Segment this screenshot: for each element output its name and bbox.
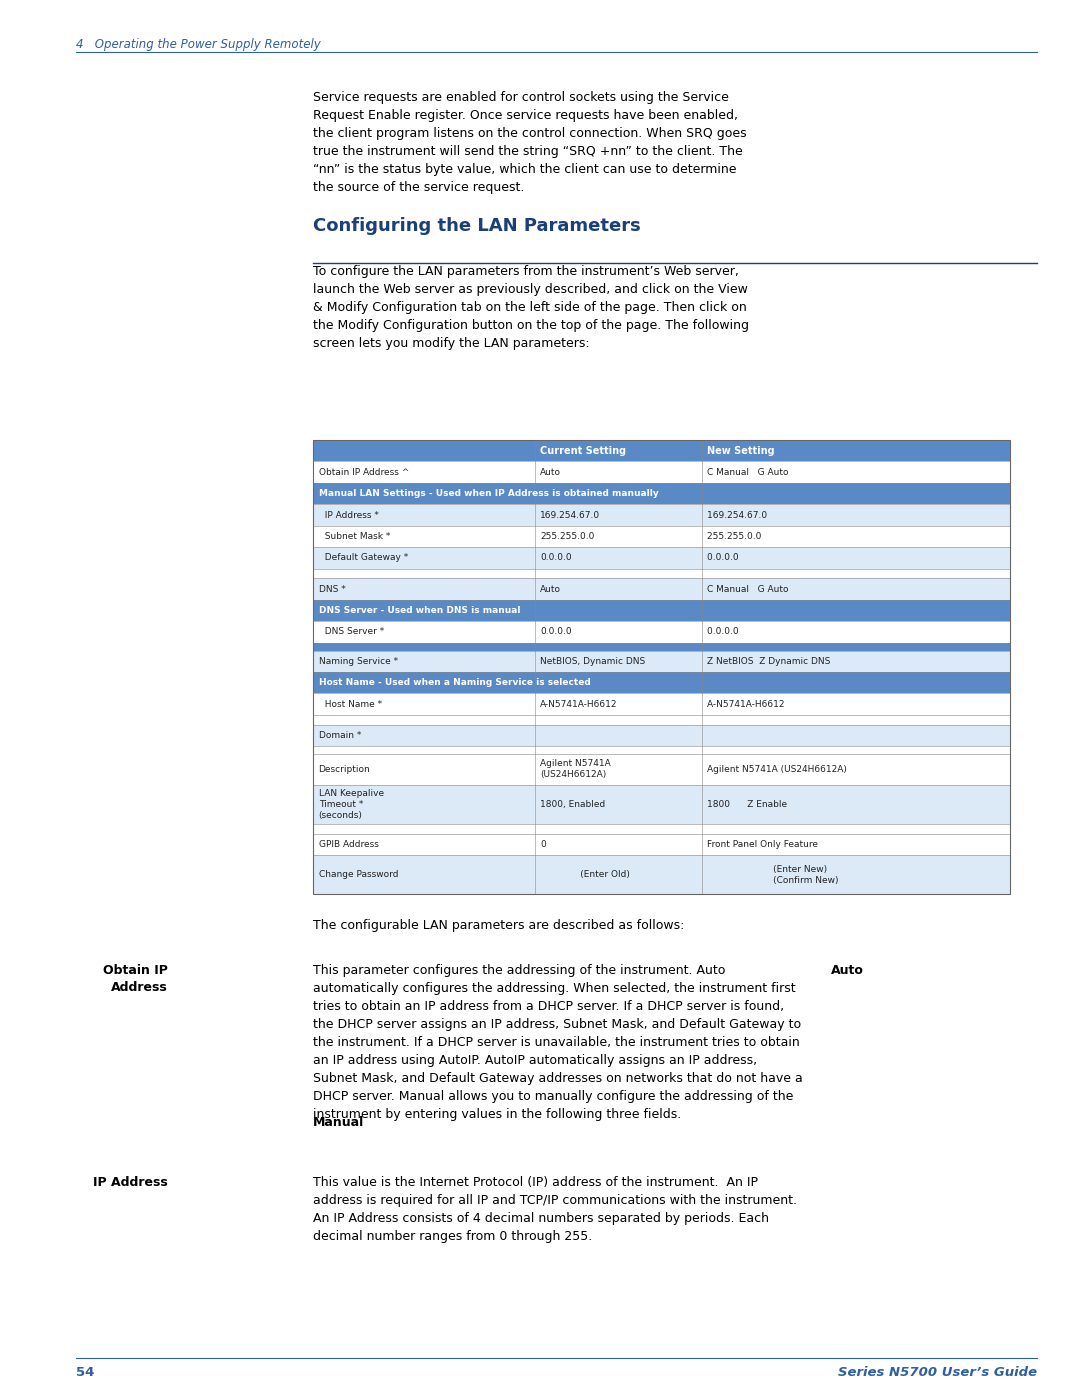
Text: Front Panel Only Feature: Front Panel Only Feature (707, 840, 819, 849)
Bar (313, 834, 1010, 855)
Text: 255.255.0.0: 255.255.0.0 (707, 532, 773, 541)
Text: Z NetBIOS  Z Dynamic DNS: Z NetBIOS Z Dynamic DNS (707, 657, 831, 666)
Text: LAN Keepalive
Timeout *
(seconds): LAN Keepalive Timeout * (seconds) (319, 789, 383, 820)
Text: Service requests are enabled for control sockets using the Service
Request Enabl: Service requests are enabled for control… (313, 91, 747, 194)
Text: To configure the LAN parameters from the instrument’s Web server,
launch the Web: To configure the LAN parameters from the… (313, 265, 750, 351)
Bar (313, 525, 1010, 548)
Text: Current Setting: Current Setting (540, 446, 626, 455)
Text: Agilent N5741A
(US24H6612A): Agilent N5741A (US24H6612A) (540, 760, 611, 780)
Text: Obtain IP Address ^: Obtain IP Address ^ (319, 468, 409, 476)
Text: 169.254.67.0: 169.254.67.0 (707, 510, 779, 520)
Text: A-N5741A-H6612: A-N5741A-H6612 (540, 700, 618, 708)
Bar (313, 569, 1010, 578)
Text: 0.0.0.0: 0.0.0.0 (540, 553, 571, 563)
Text: GPIB Address: GPIB Address (319, 840, 378, 849)
Text: Manual: Manual (313, 1115, 364, 1129)
Text: Manual LAN Settings - Used when IP Address is obtained manually: Manual LAN Settings - Used when IP Addre… (319, 489, 659, 499)
Text: Auto: Auto (540, 468, 561, 476)
Bar (313, 693, 1010, 715)
Bar (313, 715, 1010, 725)
Text: A-N5741A-H6612: A-N5741A-H6612 (707, 700, 796, 708)
Text: 0.0.0.0: 0.0.0.0 (707, 553, 751, 563)
Text: Host Name *: Host Name * (319, 700, 381, 708)
Bar (313, 440, 1010, 894)
Text: DNS Server *: DNS Server * (319, 627, 383, 637)
Text: Subnet Mask *: Subnet Mask * (319, 532, 390, 541)
Text: (Enter New)
                       (Confirm New): (Enter New) (Confirm New) (707, 865, 839, 884)
Text: 1800      Z Enable: 1800 Z Enable (707, 800, 787, 809)
Text: 0.0.0.0: 0.0.0.0 (707, 627, 751, 637)
Bar (313, 855, 1010, 894)
Text: Default Gateway *: Default Gateway * (319, 553, 408, 563)
Text: Domain *: Domain * (319, 731, 361, 740)
Bar (313, 622, 1010, 643)
Text: 0.0.0.0: 0.0.0.0 (540, 627, 571, 637)
Text: This value is the Internet Protocol (IP) address of the instrument.  An IP
addre: This value is the Internet Protocol (IP)… (313, 1175, 797, 1242)
Text: The configurable LAN parameters are described as follows:: The configurable LAN parameters are desc… (313, 919, 685, 932)
Text: 1800, Enabled: 1800, Enabled (540, 800, 605, 809)
Text: Obtain IP
Address: Obtain IP Address (103, 964, 167, 993)
Text: NetBIOS, Dynamic DNS: NetBIOS, Dynamic DNS (540, 657, 645, 666)
Bar (313, 651, 1010, 672)
Text: Change Password: Change Password (319, 870, 399, 879)
Text: Auto: Auto (831, 964, 863, 977)
Text: 4   Operating the Power Supply Remotely: 4 Operating the Power Supply Remotely (76, 38, 321, 50)
Text: (Enter Old): (Enter Old) (540, 870, 630, 879)
Text: DNS Server - Used when DNS is manual: DNS Server - Used when DNS is manual (319, 606, 521, 615)
Text: 54: 54 (76, 1366, 94, 1379)
Text: Host Name - Used when a Naming Service is selected: Host Name - Used when a Naming Service i… (319, 678, 591, 687)
Bar (313, 440, 1010, 894)
Bar (313, 643, 1010, 651)
Text: Agilent N5741A (US24H6612A): Agilent N5741A (US24H6612A) (707, 766, 848, 774)
Text: New Setting: New Setting (707, 446, 775, 455)
Text: 0: 0 (540, 840, 545, 849)
Bar (313, 440, 1010, 461)
Text: Series N5700 User’s Guide: Series N5700 User’s Guide (838, 1366, 1037, 1379)
Bar (313, 725, 1010, 746)
Bar (313, 672, 1010, 693)
Bar (313, 461, 1010, 483)
Bar (313, 548, 1010, 569)
Text: DNS *: DNS * (319, 584, 346, 594)
Bar (313, 483, 1010, 504)
Text: This parameter configures the addressing of the instrument. Auto
automatically c: This parameter configures the addressing… (313, 964, 802, 1120)
Text: Auto: Auto (540, 584, 561, 594)
Bar (313, 578, 1010, 599)
Text: Description: Description (319, 766, 370, 774)
Text: Naming Service *: Naming Service * (319, 657, 397, 666)
Bar (313, 746, 1010, 754)
Text: 169.254.67.0: 169.254.67.0 (540, 510, 600, 520)
Text: C Manual   G Auto: C Manual G Auto (707, 468, 788, 476)
Bar (313, 824, 1010, 834)
Bar (313, 599, 1010, 622)
Bar (313, 785, 1010, 824)
Text: Configuring the LAN Parameters: Configuring the LAN Parameters (313, 217, 640, 235)
Text: 255.255.0.0: 255.255.0.0 (540, 532, 594, 541)
Text: IP Address *: IP Address * (319, 510, 378, 520)
Bar (313, 504, 1010, 525)
Bar (313, 754, 1010, 785)
Text: C Manual   G Auto: C Manual G Auto (707, 584, 788, 594)
Text: IP Address: IP Address (93, 1175, 167, 1189)
